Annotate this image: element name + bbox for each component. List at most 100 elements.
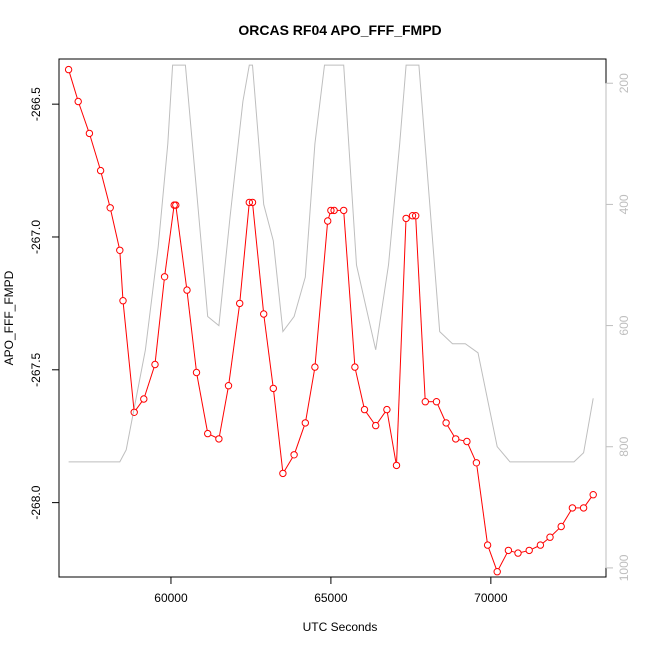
apo-data-point (204, 429, 212, 438)
apo-series-segment (252, 205, 264, 311)
apo-data-point (463, 437, 471, 446)
apo-series-segment (210, 434, 217, 438)
apo-data-point (183, 286, 191, 294)
apo-data-point (215, 435, 223, 443)
y-tick-label: -268.0 (29, 485, 43, 519)
y2-tick-label: 800 (617, 436, 631, 456)
apo-data-point (568, 504, 577, 512)
apo-data-point (546, 533, 554, 541)
apo-series-segment (542, 538, 548, 544)
apo-data-point (130, 408, 138, 416)
apo-series-segment (284, 457, 293, 471)
apo-data-point (351, 363, 359, 371)
apo-data-point (248, 198, 257, 207)
apo-data-point (579, 504, 588, 512)
apo-series-segment (476, 465, 488, 543)
apo-series-segment (377, 412, 386, 424)
apo-series-segment (415, 218, 426, 399)
apo-data-point (383, 405, 391, 414)
y-axis-left: -268.0 -267.5 -267.0 -266.5 (29, 87, 60, 520)
apo-data-point (340, 206, 348, 215)
apo-series-segment (551, 528, 560, 536)
y-tick-label: -267.5 (29, 352, 43, 386)
y2-tick-label: 600 (617, 315, 631, 335)
apo-series-segment (100, 173, 110, 205)
apo-data-point (408, 212, 417, 220)
x-tick-label: 70000 (474, 591, 508, 605)
apo-series-segment (122, 303, 135, 410)
x-tick-label: 65000 (314, 591, 348, 605)
apo-data-point (442, 419, 450, 427)
apo-series-segment (89, 136, 101, 168)
apo-data-point (557, 522, 565, 531)
apo-data-point (327, 206, 335, 215)
apo-series-segment (186, 293, 197, 370)
apo-series-segment (175, 208, 187, 287)
x-tick-label: 60000 (154, 591, 188, 605)
apo-series-layer (64, 65, 597, 576)
apo-data-point (514, 549, 522, 557)
apo-series-segment (498, 553, 508, 570)
apo-data-point (421, 398, 429, 406)
apo-series-segment (164, 208, 175, 274)
apo-series-segment (78, 104, 89, 131)
x-axis: 60000 65000 70000 (154, 576, 508, 605)
apo-series-segment (531, 546, 538, 550)
apo-series-segment (343, 213, 356, 365)
apo-data-point (472, 459, 481, 467)
apo-data-point (116, 246, 124, 255)
pressure-series-line (68, 64, 594, 463)
apo-data-point (525, 546, 533, 555)
apo-data-point (119, 297, 127, 305)
apo-data-point (290, 451, 298, 459)
apo-series-segment (365, 412, 375, 424)
pressure-series-layer (68, 64, 594, 463)
apo-data-point (311, 363, 319, 371)
apo-series-segment (355, 370, 365, 407)
y-axis-label: APO_FFF_FMPD (2, 270, 16, 365)
apo-series-segment (437, 404, 446, 421)
apo-series-segment (69, 72, 78, 99)
apo-series-segment (386, 412, 397, 463)
apo-series-segment (196, 375, 208, 431)
apo-data-point (224, 382, 233, 390)
apo-data-point (269, 384, 277, 393)
apo-data-point (260, 310, 268, 318)
apo-series-segment (228, 306, 240, 383)
apo-data-point (74, 97, 82, 106)
apo-data-point (245, 198, 254, 207)
apo-data-point (589, 491, 597, 499)
y-axis-right: 200 400 600 800 1000 (605, 73, 631, 581)
apo-series-segment (305, 370, 315, 420)
apo-data-point (236, 299, 244, 308)
apo-data-point (372, 421, 380, 430)
apo-data-point (493, 568, 501, 576)
apo-series-segment (135, 401, 143, 410)
apo-series-segment (585, 496, 592, 506)
apo-series-segment (239, 205, 250, 301)
apo-data-point (96, 166, 105, 175)
apo-data-point (85, 129, 94, 138)
apo-series-segment (263, 317, 274, 386)
apo-series-segment (154, 279, 165, 362)
apo-data-point (192, 368, 201, 377)
y2-tick-label: 1000 (617, 554, 631, 581)
apo-data-point (360, 405, 369, 414)
apo-data-point (301, 419, 309, 427)
y2-tick-label: 200 (617, 73, 631, 93)
apo-data-point (330, 206, 338, 215)
apo-data-point (504, 546, 513, 555)
apo-data-point (536, 541, 545, 549)
apo-series-segment (328, 213, 331, 219)
apo-data-point (452, 435, 460, 443)
y-tick-label: -267.0 (29, 220, 43, 254)
apo-series-segment (447, 425, 455, 437)
y2-tick-label: 400 (617, 194, 631, 214)
apo-series-segment (219, 388, 229, 436)
apo-data-point (432, 398, 441, 406)
apo-series-segment (314, 224, 328, 365)
y-tick-label: -266.5 (29, 87, 43, 121)
apo-series-segment (144, 367, 155, 397)
apo-series-segment (562, 510, 572, 525)
